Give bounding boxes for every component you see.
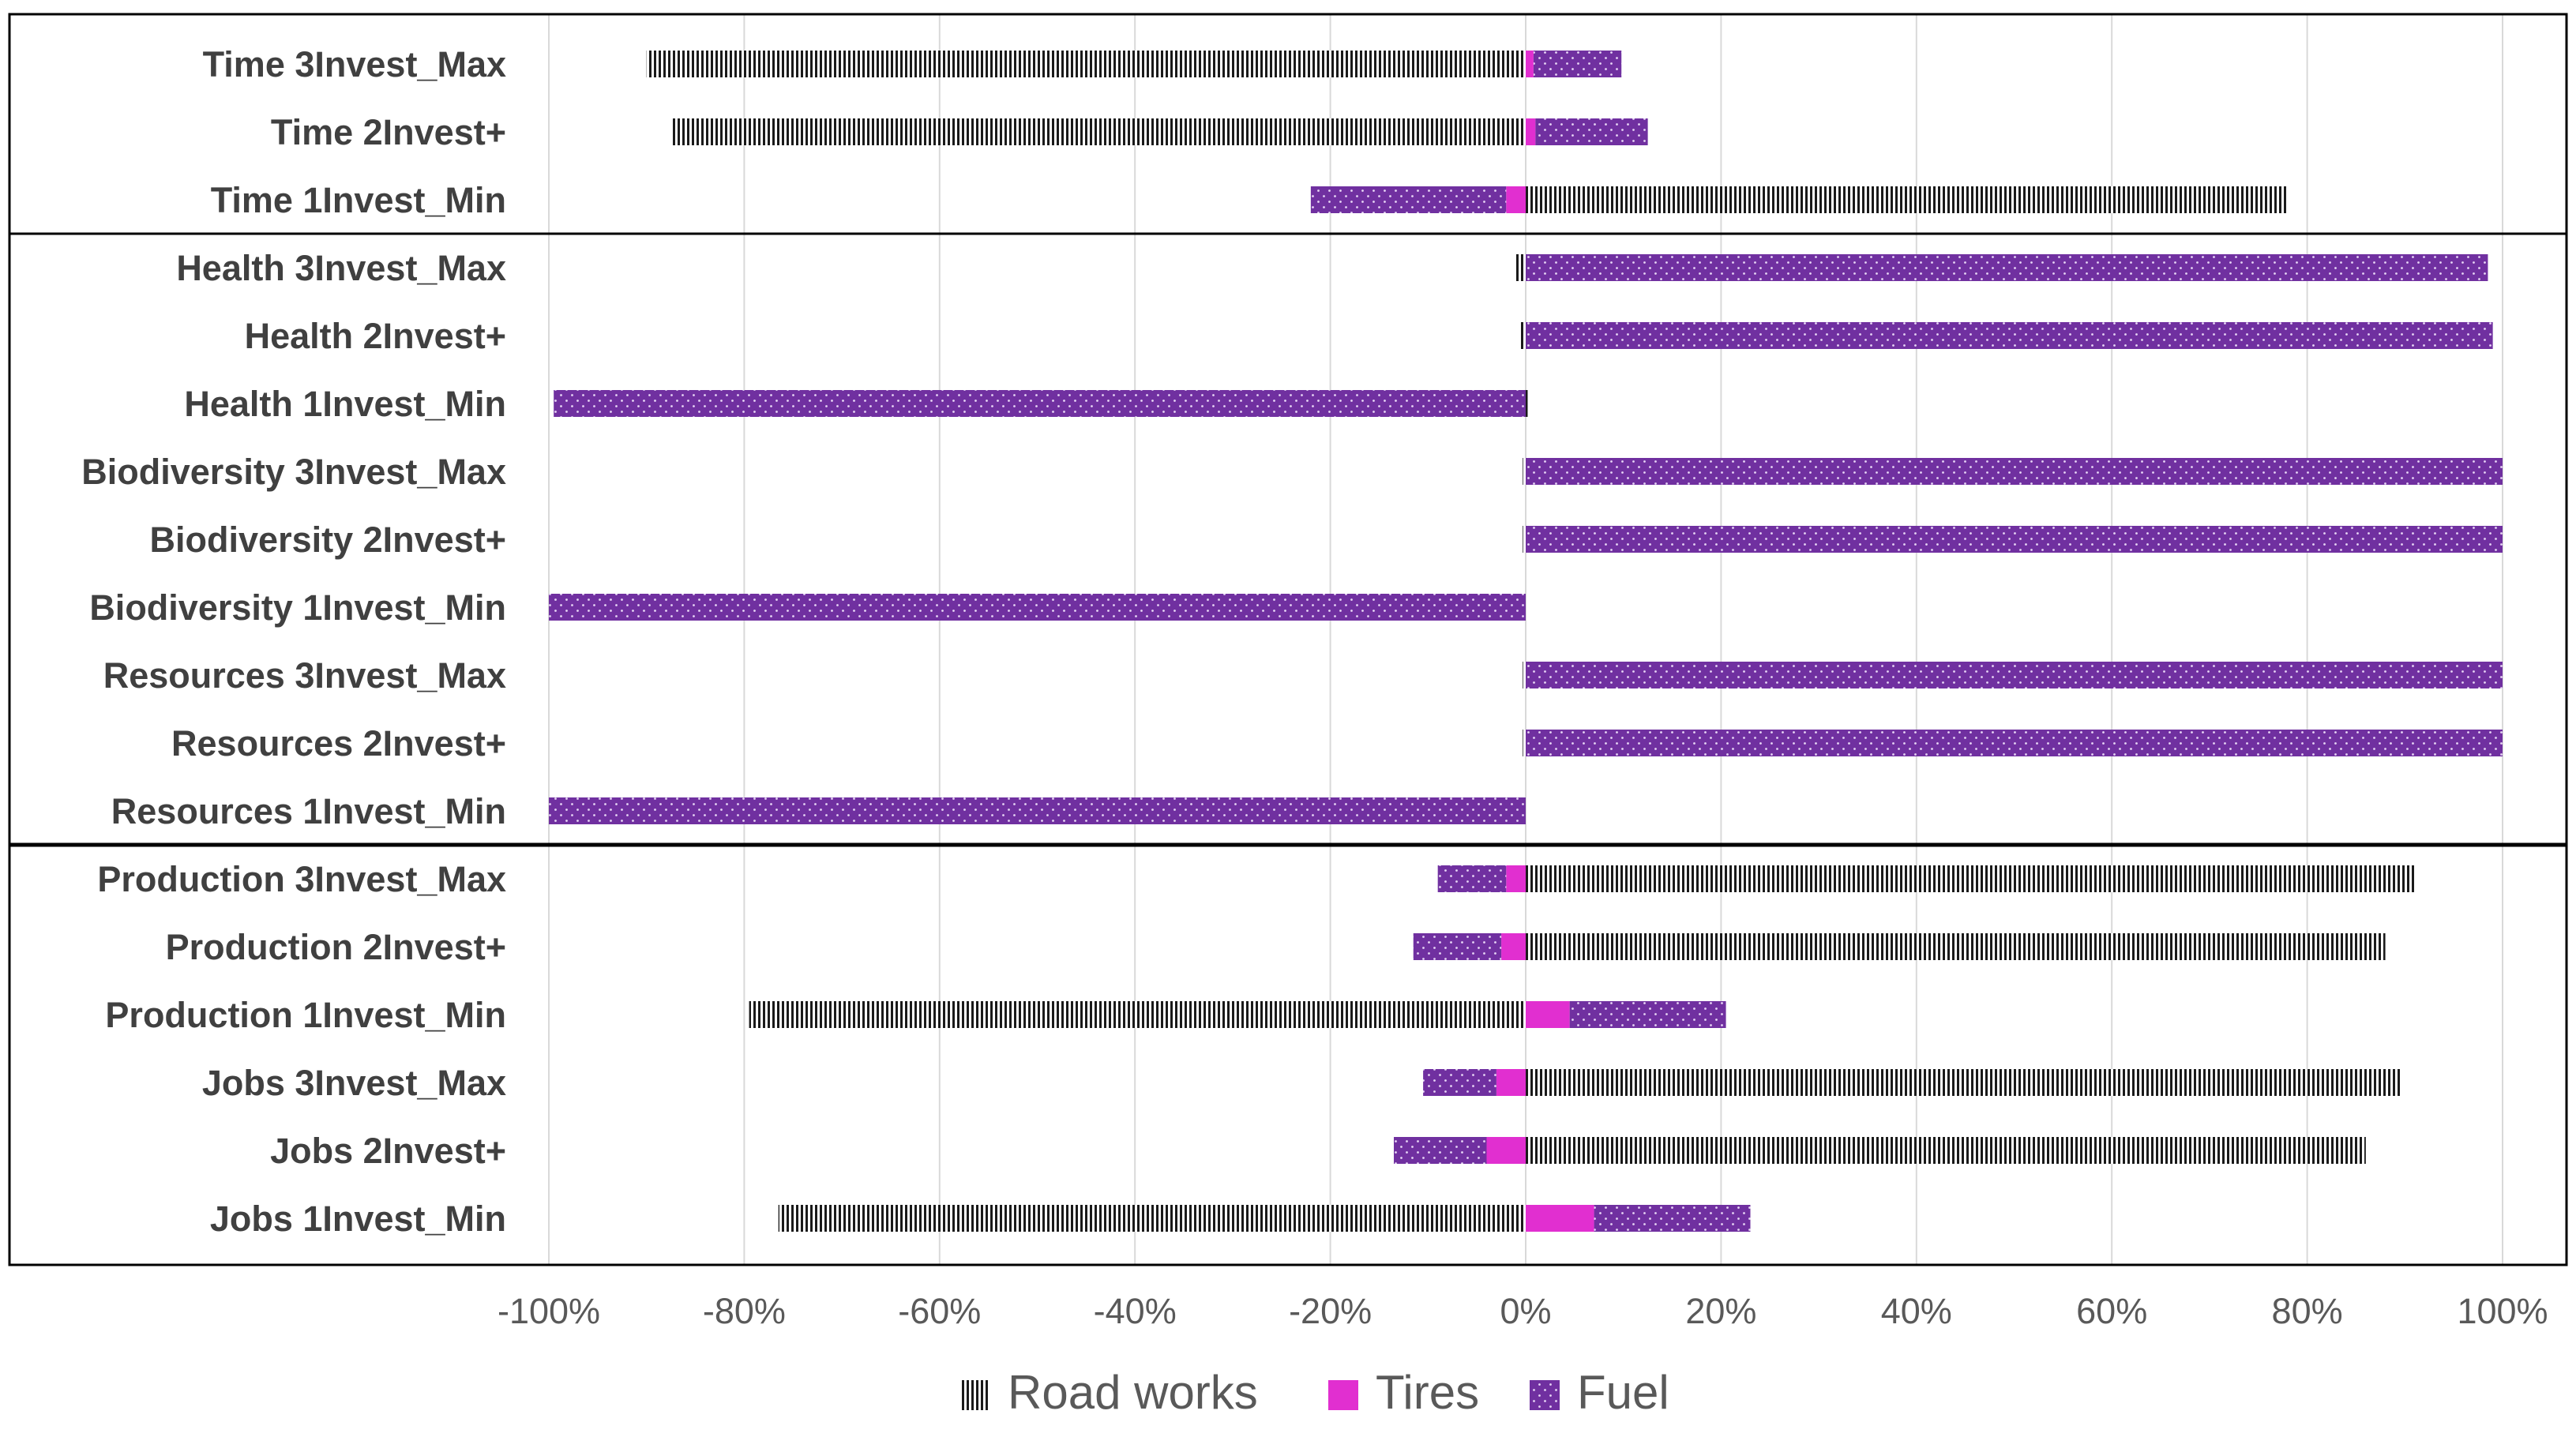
category-label: Jobs 1Invest_Min — [210, 1199, 506, 1239]
bar-tires-jobs-3invest-max — [1496, 1069, 1526, 1096]
bar-fuel-time-1invest-min — [1310, 186, 1507, 213]
category-label: Biodiversity 3Invest_Max — [81, 452, 506, 492]
bar-road-works-production-3invest-max — [1526, 865, 2415, 892]
legend-swatch-tires — [1328, 1380, 1358, 1410]
bar-road-works-resources-3invest-max — [1523, 662, 1526, 688]
legend-swatch-fuel — [1530, 1380, 1560, 1410]
bar-road-works-production-2invest — [1526, 933, 2386, 960]
bar-tires-time-1invest-min — [1506, 186, 1526, 213]
legend-label-tires: Tires — [1376, 1366, 1479, 1419]
bar-road-works-jobs-2invest — [1526, 1137, 2366, 1164]
plot-frame — [8, 13, 2568, 1266]
bar-tires-jobs-2invest — [1486, 1137, 1526, 1164]
bar-fuel-biodiversity-2invest — [1526, 526, 2503, 553]
category-label: Resources 2Invest+ — [171, 723, 506, 764]
bar-tires-time-3invest-max — [1526, 51, 1534, 77]
bar-road-works-jobs-3invest-max — [1526, 1069, 2401, 1096]
bar-fuel-jobs-2invest — [1394, 1137, 1487, 1164]
x-tick-label: -60% — [898, 1291, 981, 1331]
grid-lines — [548, 14, 2503, 1265]
bar-fuel-biodiversity-3invest-max — [1526, 458, 2503, 485]
category-label: Biodiversity 2Invest+ — [150, 520, 506, 560]
x-tick-label: 40% — [1881, 1291, 1952, 1331]
category-labels: Time 3Invest_Max Time 2Invest+ Time 1Inves… — [81, 44, 506, 1239]
category-label: Health 2Invest+ — [245, 316, 506, 356]
category-label: Time 3Invest_Max — [203, 44, 506, 84]
bar-fuel-resources-3invest-max — [1526, 662, 2503, 688]
bar-road-works-resources-2invest — [1523, 730, 1526, 756]
x-tick-label: 60% — [2076, 1291, 2147, 1331]
category-label: Time 2Invest+ — [271, 112, 506, 152]
x-tick-labels: -100% -80% -60% -40% -20% 0% 20% 40% 60% 80% 100% — [498, 1291, 2548, 1331]
bar-fuel-jobs-3invest-max — [1423, 1069, 1496, 1096]
bar-tires-production-2invest — [1501, 933, 1526, 960]
x-tick-label: -20% — [1289, 1291, 1372, 1331]
category-label: Resources 3Invest_Max — [103, 655, 506, 696]
x-tick-label: -80% — [703, 1291, 786, 1331]
legend-swatch-road-works — [960, 1380, 990, 1410]
category-label: Production 1Invest_Min — [105, 995, 506, 1035]
category-label: Production 2Invest+ — [166, 927, 506, 967]
bar-road-works-time-1invest-min — [1526, 186, 2288, 213]
bar-fuel-health-1invest-min — [554, 390, 1526, 417]
legend-label-road-works: Road works — [1008, 1366, 1258, 1419]
bar-road-works-health-1invest-min — [1526, 390, 1528, 417]
bar-fuel-time-2invest — [1535, 118, 1648, 145]
x-tick-label: -100% — [498, 1291, 600, 1331]
bar-fuel-health-3invest-max — [1526, 254, 2488, 281]
group-frames — [8, 13, 2568, 1266]
category-label: Jobs 3Invest_Max — [202, 1063, 506, 1103]
bar-tires-jobs-1invest-min — [1526, 1205, 1594, 1232]
bar-fuel-jobs-1invest-min — [1594, 1205, 1751, 1232]
bar-tires-production-3invest-max — [1506, 865, 1526, 892]
x-tick-label: 20% — [1685, 1291, 1756, 1331]
bar-road-works-time-3invest-max — [646, 51, 1526, 77]
bar-tires-production-1invest-min — [1526, 1001, 1570, 1028]
bar-road-works-health-3invest-max — [1515, 254, 1526, 281]
category-label: Resources 1Invest_Min — [111, 791, 506, 831]
bar-road-works-production-1invest-min — [749, 1001, 1526, 1028]
bar-road-works-jobs-1invest-min — [778, 1205, 1526, 1232]
bar-road-works-health-2invest — [1519, 322, 1526, 349]
bar-fuel-health-2invest — [1526, 322, 2493, 349]
bar-fuel-production-1invest-min — [1569, 1001, 1726, 1028]
category-label: Biodiversity 1Invest_Min — [89, 587, 506, 628]
category-label: Jobs 2Invest+ — [270, 1131, 506, 1171]
category-label: Health 1Invest_Min — [184, 384, 506, 424]
x-tick-label: 0% — [1500, 1291, 1551, 1331]
legend-label-fuel: Fuel — [1577, 1366, 1669, 1419]
category-label: Production 3Invest_Max — [97, 859, 506, 899]
bar-fuel-production-2invest — [1413, 933, 1502, 960]
bar-road-works-biodiversity-2invest — [1523, 526, 1526, 553]
bar-fuel-resources-1invest-min — [549, 797, 1526, 824]
bar-road-works-time-2invest — [670, 118, 1526, 145]
x-tick-label: 100% — [2457, 1291, 2548, 1331]
category-label: Time 1Invest_Min — [211, 180, 506, 220]
bar-fuel-biodiversity-1invest-min — [549, 594, 1526, 621]
bar-fuel-production-3invest-max — [1437, 865, 1507, 892]
x-tick-label: 80% — [2272, 1291, 2343, 1331]
legend: Road works Tires Fuel — [960, 1366, 1669, 1419]
bar-road-works-biodiversity-3invest-max — [1523, 458, 1526, 485]
bars-layer — [549, 51, 2503, 1232]
bar-fuel-time-3invest-max — [1533, 51, 1622, 77]
bar-fuel-resources-2invest — [1526, 730, 2503, 756]
x-tick-label: -40% — [1094, 1291, 1177, 1331]
category-label: Health 3Invest_Max — [176, 248, 506, 288]
bar-tires-time-2invest — [1526, 118, 1536, 145]
